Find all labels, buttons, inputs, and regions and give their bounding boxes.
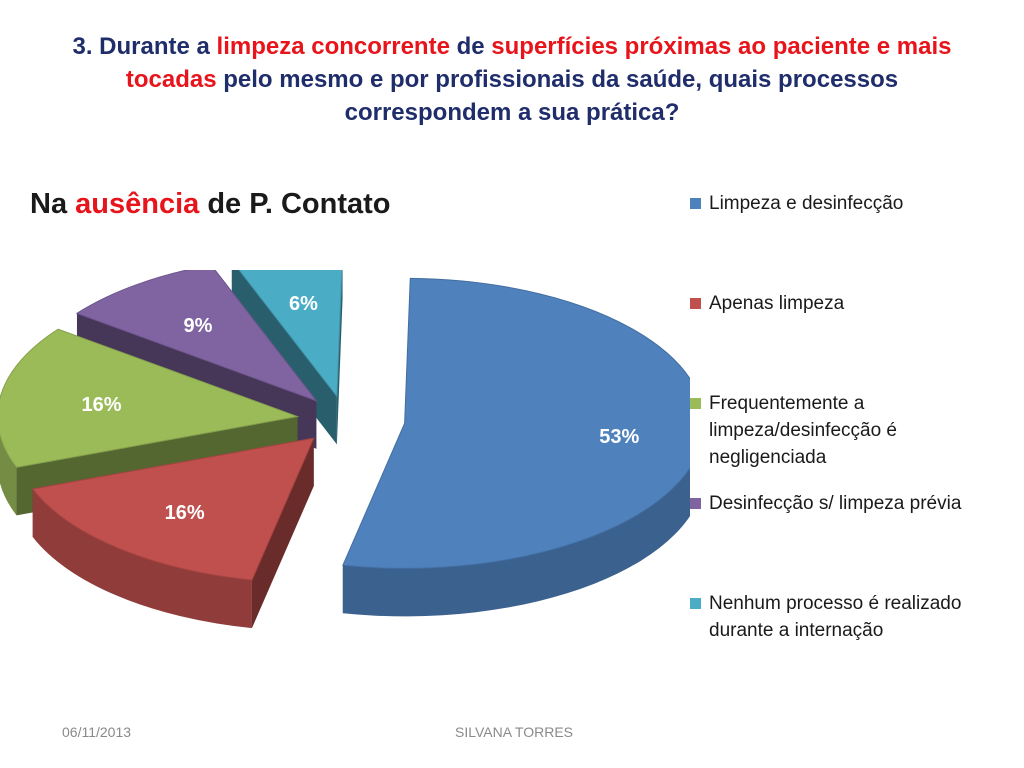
pie-chart: 53% 16% 16% 9% 6%	[0, 270, 690, 629]
pie-value-label: 16%	[165, 502, 205, 524]
pie-slice-group	[342, 277, 690, 617]
slide-title-part: limpeza concorrente	[216, 33, 450, 60]
slide-title-part: superfícies próximas ao paciente e mais …	[125, 33, 952, 93]
chart-title: Na ausência de P. Contato	[30, 188, 391, 221]
pie-slice	[238, 270, 343, 398]
chart-title-part2: de P. Contato	[199, 188, 391, 220]
legend-item-nenhum-processo: Nenhum processo é realizado durante a int…	[690, 590, 1000, 644]
pie-slice	[0, 328, 300, 468]
pie-value-label: 6%	[289, 293, 318, 315]
legend-swatch	[690, 298, 701, 309]
pie-value-label: 53%	[599, 426, 639, 448]
pie-slice-group	[31, 437, 315, 629]
pie-value-label: 16%	[82, 394, 122, 416]
pie-slice	[75, 270, 318, 402]
slide-title-part: 3. Durante a	[72, 33, 217, 60]
legend-swatch	[690, 498, 701, 509]
legend-label: Desinfecção s/ limpeza prévia	[709, 493, 962, 514]
pie-slice-rim	[0, 435, 17, 516]
pie-slice-wall	[336, 270, 343, 445]
legend-label: Limpeza e desinfecção	[709, 193, 904, 214]
legend-swatch	[690, 598, 701, 609]
legend-item-frequentemente: Frequentemente a limpeza/desinfecção é neg…	[690, 390, 1000, 471]
slide-title-part: pelo mesmo e por profissionais da saúde,…	[216, 66, 899, 126]
slide-title-part: de	[449, 33, 492, 60]
legend-label: Apenas limpeza	[709, 293, 845, 314]
legend-swatch	[690, 198, 701, 209]
pie-slice-rim	[32, 489, 252, 629]
pie-slice-rim	[342, 467, 690, 617]
chart-title-part1: Na	[30, 188, 76, 220]
legend-item-limpeza-desinfeccao: Limpeza e desinfecção	[690, 190, 1000, 217]
legend-swatch	[690, 398, 701, 409]
legend-item-apenas-limpeza: Apenas limpeza	[690, 290, 1000, 317]
chart-title-highlight: ausência	[75, 188, 200, 220]
slide-title: 3. Durante a limpeza concorrente de supe…	[60, 30, 964, 129]
footer-author: SILVANA TORRES	[455, 724, 574, 740]
footer-date: 06/11/2013	[62, 724, 132, 740]
pie-slice	[31, 437, 315, 581]
pie-value-label: 9%	[183, 315, 212, 337]
legend-label: Nenhum processo é realizado durante a int…	[709, 593, 962, 641]
legend-item-desinfeccao-sem-limpeza: Desinfecção s/ limpeza prévia	[690, 490, 1000, 517]
pie-slice	[342, 277, 690, 569]
legend-label: Frequentemente a limpeza/desinfecção é neg…	[709, 393, 897, 468]
